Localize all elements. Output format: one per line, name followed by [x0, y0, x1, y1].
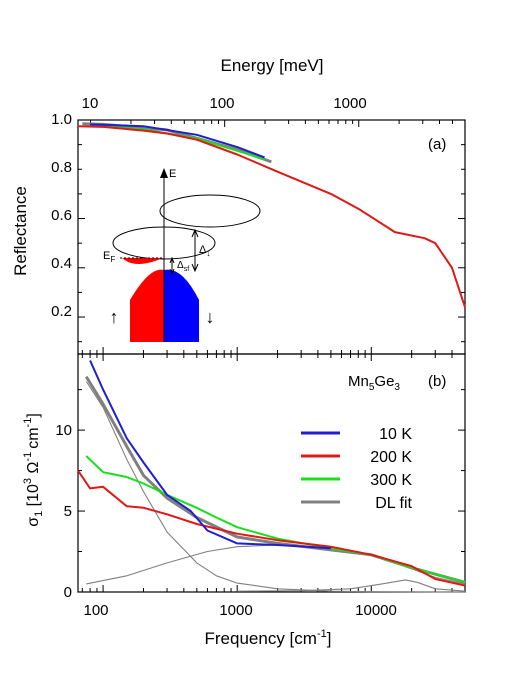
panel-b-label: (b): [428, 373, 446, 390]
y-tick-a: 0.6: [51, 207, 72, 224]
y-tick-a: 1.0: [51, 111, 72, 128]
compound-label: Mn5Ge3: [348, 373, 400, 393]
top-tick-label: 100: [209, 95, 234, 112]
series-layer: [77, 122, 466, 593]
y-tick-b: 5: [64, 503, 72, 520]
delta-sf-arrowheads: [169, 256, 175, 276]
top-tick-label: 1000: [333, 95, 366, 112]
y-axis-label-a: Reflectance: [11, 186, 30, 276]
reflectance-line: [77, 125, 466, 308]
delta-down-arrowheads: [191, 228, 199, 273]
inset-fermi-label: EF: [103, 250, 115, 264]
reflectance-line: [90, 123, 265, 159]
panel-a-label: (a): [428, 136, 446, 153]
inset-delta-down-label: Δ↓: [199, 244, 210, 258]
band-inset: [112, 168, 261, 342]
inset-delta-sf-label: Δsf: [177, 260, 189, 273]
fermi-pocket: [122, 258, 163, 264]
top-axis-label: Energy [meV]: [221, 56, 324, 75]
conductivity-line: [77, 470, 466, 587]
conductivity-line: [89, 360, 331, 550]
inset-energy-label: E: [169, 168, 176, 180]
x-tick-b: 1000: [219, 602, 252, 619]
y-tick-a: 0.8: [51, 159, 72, 176]
tick-layer: [78, 119, 466, 593]
energy-axis-arrowhead: [160, 168, 168, 178]
upper-band-sketch: [159, 194, 261, 228]
spin-down-arrow-label: ↓: [206, 307, 215, 327]
spin-up-band: [130, 269, 164, 342]
top-tick-label: 10: [82, 95, 99, 112]
y-tick-a: 0.2: [51, 303, 72, 320]
spin-down-band: [164, 269, 199, 342]
y-tick-b: 0: [64, 584, 72, 601]
legend-label-10k: 10 K: [379, 426, 412, 443]
fit-component-line: [237, 579, 466, 592]
x-tick-b: 100: [83, 602, 108, 619]
legend-label-dl-fit: DL fit: [375, 495, 412, 512]
legend-label-300k: 300 K: [370, 472, 412, 489]
y-tick-a: 0.4: [51, 255, 72, 272]
legend-label-200k: 200 K: [370, 449, 412, 466]
fit-component-line: [85, 381, 465, 593]
y-tick-b: 10: [55, 422, 72, 439]
x-tick-b: 10000: [355, 602, 397, 619]
y-axis-label-b: σ1 [103 Ω-1cm-1]: [22, 413, 45, 527]
legend: 10 K 200 K 300 K DL fit: [301, 426, 413, 512]
x-axis-label-b: Frequency [cm-1]: [205, 628, 332, 648]
panel-b-frame: [77, 353, 466, 593]
spin-up-arrow-label: ↑: [110, 307, 119, 327]
